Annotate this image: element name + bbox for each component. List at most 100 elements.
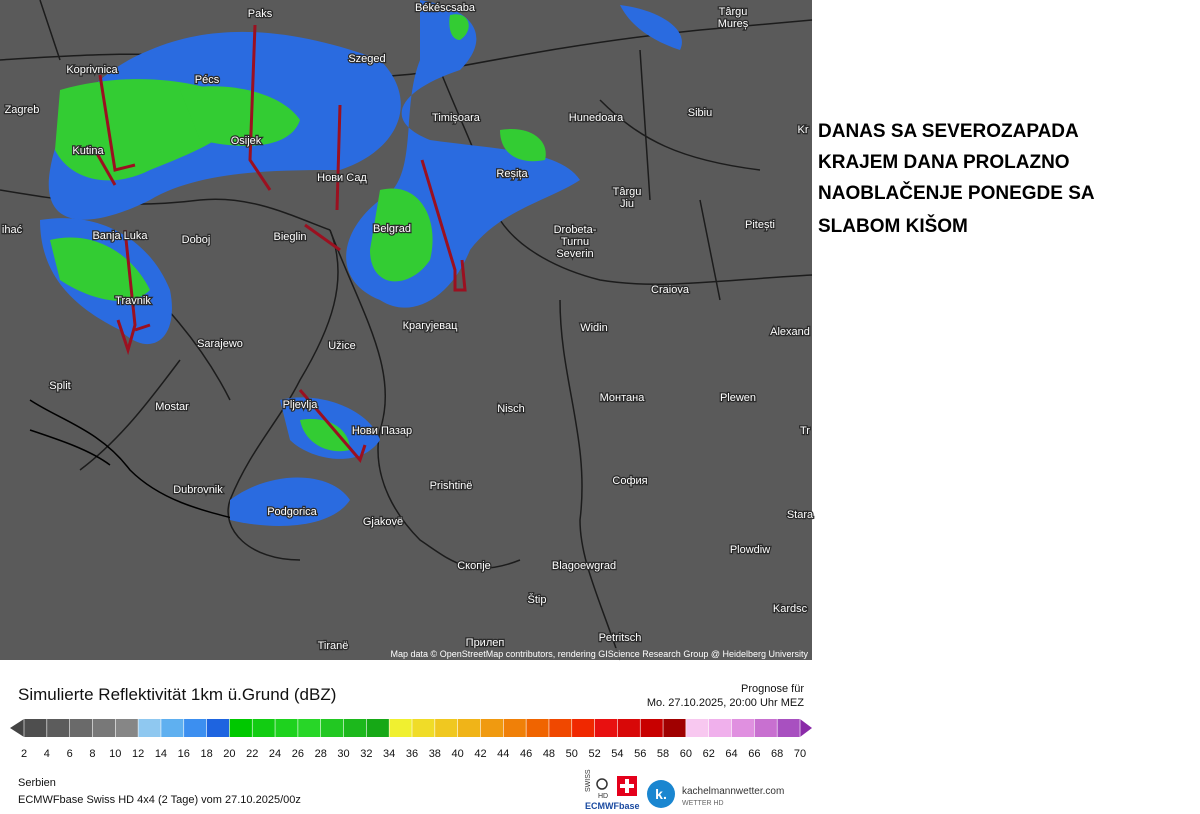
city-label: Timișoara	[432, 112, 481, 124]
colorbar-segment	[252, 719, 276, 737]
city-label: Pitești	[745, 219, 775, 231]
kachelmann-logo: k. kachelmannwetter.com WETTER HD	[647, 780, 784, 808]
colorbar-tick-label: 40	[452, 748, 464, 760]
model-info: ECMWFbase Swiss HD 4x4 (2 Tage) vom 27.1…	[18, 794, 301, 806]
forecast-label: Prognose für	[741, 683, 804, 695]
city-label: Mostar	[155, 401, 189, 413]
forecast-time: Mo. 27.10.2025, 20:00 Uhr MEZ	[647, 697, 804, 709]
logo-text: ECMWFbase	[585, 801, 640, 811]
city-label: Turnu	[561, 236, 589, 248]
colorbar-tick-label: 18	[200, 748, 212, 760]
swiss-logo: SWISS HD ECMWFbase	[585, 769, 640, 811]
colorbar-tick-label: 44	[497, 748, 509, 760]
logo-text: kachelmannwetter.com	[682, 786, 784, 797]
logo-icon	[647, 780, 675, 808]
city-label: Severin	[556, 248, 593, 260]
colorbar-tick-label: 32	[360, 748, 372, 760]
colorbar-tick-label: 46	[520, 748, 532, 760]
city-label: Plowdiw	[730, 544, 770, 556]
colorbar-tick-label: 58	[657, 748, 669, 760]
legend-title: Simulierte Reflektivität 1km ü.Grund (dB…	[18, 685, 336, 704]
colorbar-segment	[503, 719, 527, 737]
city-label: Крагујевац	[403, 320, 459, 332]
city-label: Pécs	[195, 74, 220, 86]
colorbar-segment	[366, 719, 390, 737]
colorbar-segment	[457, 719, 481, 737]
colorbar-segment	[571, 719, 596, 737]
region: Serbien	[18, 777, 56, 789]
colorbar-segment	[617, 719, 641, 737]
colorbar-segment	[69, 719, 93, 737]
logo-text: HD	[598, 793, 608, 800]
city-label: Gjakovë	[363, 516, 403, 528]
colorbar-segment	[663, 719, 687, 737]
colorbar-tick-label: 6	[67, 748, 73, 760]
colorbar-segment	[343, 719, 367, 737]
city-label: Jiu	[620, 198, 634, 210]
city-label: Blagoewgrad	[552, 560, 616, 572]
colorbar-segment	[92, 719, 116, 737]
city-label: Târgu	[613, 186, 642, 198]
city-label: Nisch	[497, 403, 525, 415]
city-label: Drobeta-	[554, 224, 597, 236]
colorbar-segment	[206, 719, 230, 737]
city-label: Craiova	[651, 284, 690, 296]
city-label: Užice	[328, 340, 356, 352]
city-label: Pljevlja	[283, 399, 319, 411]
city-label: Скопје	[457, 560, 491, 572]
colorbar-segment	[434, 719, 459, 737]
colorbar-tick-label: 50	[566, 748, 578, 760]
colorbar-tick-label: 30	[337, 748, 349, 760]
city-label: Нови Пазар	[352, 425, 412, 437]
city-label: София	[612, 475, 647, 487]
colorbar-tick-label: 70	[794, 748, 806, 760]
city-label: Sarajewo	[197, 338, 243, 350]
colorbar-segment	[297, 719, 322, 737]
city-label: Osijek	[231, 135, 262, 147]
colorbar-tick-label: 42	[474, 748, 486, 760]
city-label: Kr	[798, 124, 809, 136]
colorbar-segment	[115, 719, 139, 737]
borders	[0, 0, 813, 661]
city-label: Doboj	[182, 234, 211, 246]
colorbar-tick-label: 64	[725, 748, 737, 760]
colorbar-segment	[320, 719, 345, 737]
city-label: Alexand	[770, 326, 810, 338]
colorbar-segment	[685, 719, 710, 737]
city-label: Prishtinë	[430, 480, 473, 492]
colorbar-tick-label: 56	[634, 748, 646, 760]
city-label: Békéscsaba	[415, 2, 476, 14]
colorbar: 2 4 6 8 10 12 14 16 18 20 22 24 26 28 30 32 34 36 38 40 42 44…	[10, 719, 812, 760]
city-label: Stara	[787, 509, 814, 521]
colorbar-segment	[594, 719, 618, 737]
logo-text: SWISS	[585, 769, 592, 792]
colorbar-tick-label: 2	[21, 748, 27, 760]
city-label: Târgu	[719, 6, 748, 18]
city-label: Štip	[528, 593, 547, 606]
city-label: Нови Сад	[317, 172, 367, 184]
city-label: Petritsch	[599, 632, 642, 644]
city-label: ihać	[2, 224, 23, 236]
colorbar-segment	[480, 719, 504, 737]
annotation-line: DANAS SA SEVEROZAPADA	[818, 121, 1079, 142]
colorbar-tick-label: 66	[748, 748, 760, 760]
colorbar-segment	[24, 719, 48, 737]
annotation-line: SLABOM KIŠOM	[818, 215, 968, 237]
colorbar-segment	[548, 719, 573, 737]
colorbar-segment	[160, 719, 185, 737]
city-label: Tr	[800, 425, 810, 437]
colorbar-segment	[412, 719, 436, 737]
city-label: Sibiu	[688, 107, 712, 119]
colorbar-tick-label: 14	[155, 748, 167, 760]
logo-icon	[596, 778, 608, 790]
colorbar-tick-label: 36	[406, 748, 418, 760]
city-label: Plewen	[720, 392, 756, 404]
colorbar-tick-label: 8	[89, 748, 95, 760]
annotation-arrows	[93, 24, 467, 463]
colorbar-segment	[640, 719, 664, 737]
colorbar-tick-label: 10	[109, 748, 121, 760]
swiss-cross	[620, 784, 634, 788]
city-label: Kardsc	[773, 603, 808, 615]
colorbar-segment	[708, 719, 733, 737]
city-labels: Paks Békéscsaba Târgu Mureș Koprivnica P…	[1, 1, 816, 654]
